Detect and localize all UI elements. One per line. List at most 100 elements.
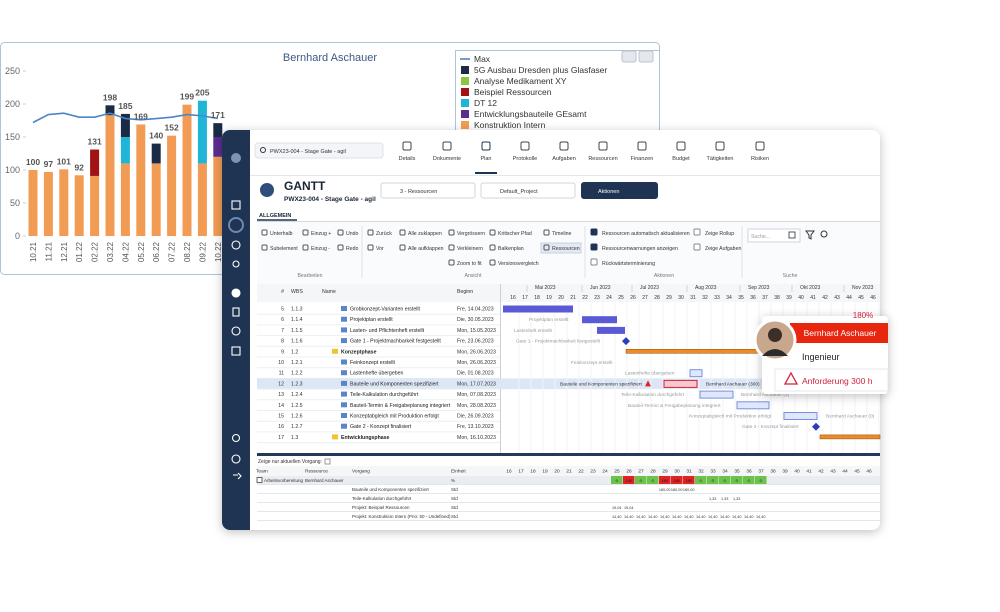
ribbon-item[interactable]: Redo [346, 246, 359, 252]
ribbon-icon[interactable] [302, 229, 309, 236]
ribbon-item[interactable]: Alle aufklappen [408, 246, 444, 252]
ribbon-icon[interactable] [448, 229, 455, 236]
tab-icon[interactable] [520, 141, 530, 151]
tab-icon[interactable] [481, 141, 491, 151]
ribbon-item[interactable]: Kritischer Pfad [498, 231, 532, 237]
tab-icon[interactable] [637, 141, 647, 151]
popup-warning-box [774, 368, 889, 392]
cell-date: Mon, 17.07.2023 [457, 381, 496, 387]
tab[interactable]: Ressourcen [588, 156, 617, 162]
search-icon[interactable] [820, 230, 828, 238]
ribbon-icon[interactable] [399, 229, 406, 236]
ribbon-icon[interactable] [489, 244, 496, 251]
tab[interactable]: Budget [672, 156, 690, 162]
ribbon-item[interactable]: Undo [346, 231, 359, 237]
download-button[interactable] [638, 50, 654, 63]
ribbon-icon[interactable] [448, 259, 455, 266]
icon-globe[interactable] [231, 240, 241, 250]
ribbon-icon[interactable] [399, 244, 406, 251]
icon-doc[interactable] [232, 307, 240, 317]
tab-icon[interactable] [402, 141, 412, 151]
tab[interactable]: Risiken [751, 156, 769, 162]
icon-dashboard[interactable] [231, 200, 241, 210]
cell-name: Konzeptphase [341, 349, 377, 355]
tab[interactable]: Finanzen [631, 156, 654, 162]
ribbon-item[interactable]: Balkenplan [498, 246, 524, 252]
project-select[interactable] [480, 182, 576, 199]
ribbon-item[interactable]: Timeline [552, 231, 572, 237]
cell-date: Fre, 13.10.2023 [457, 424, 494, 430]
cell-name: Projektplan erstellt [350, 317, 393, 323]
cell-name: Lasten- und Pflichtenheft erstellt [350, 328, 425, 334]
ribbon-item[interactable]: Subelement [270, 246, 298, 252]
summary-bar [819, 434, 881, 440]
ribbon-icon[interactable] [543, 244, 550, 251]
ribbon-icon[interactable] [543, 229, 550, 236]
ribbon-icon[interactable] [261, 244, 268, 251]
ribbon-icon[interactable] [261, 229, 268, 236]
icon-timer[interactable] [231, 326, 241, 336]
tab[interactable]: Dokumente [433, 156, 461, 162]
ribbon-item[interactable]: Einzug - [311, 246, 330, 252]
bar-segment [120, 137, 130, 164]
ribbon-item[interactable]: Verkleinern [457, 246, 483, 252]
search-input[interactable] [747, 228, 801, 243]
group-label: Ansicht [464, 273, 482, 279]
ribbon-item[interactable]: Ressourcen [552, 246, 580, 252]
icon-help[interactable] [231, 454, 241, 464]
actions-button[interactable] [581, 182, 658, 199]
ribbon-item[interactable]: Zurück [376, 231, 392, 237]
ribbon-item[interactable]: Versionsvergleich [498, 261, 539, 267]
checkbox[interactable] [590, 243, 598, 251]
ribbon-item[interactable]: Zoom to fit [457, 261, 482, 267]
ribbon-icon[interactable] [302, 244, 309, 251]
ribbon-icon[interactable] [337, 229, 344, 236]
filter-icon[interactable] [805, 230, 815, 240]
tab[interactable]: Protokolle [513, 156, 537, 162]
expand-icon[interactable] [256, 477, 263, 483]
view-select[interactable] [380, 182, 476, 199]
ribbon-item[interactable]: Vergrössern [457, 231, 485, 237]
filter-checkbox[interactable] [324, 458, 331, 465]
ribbon-icon[interactable] [448, 244, 455, 251]
load-cell [647, 476, 659, 484]
ribbon-icon[interactable] [337, 244, 344, 251]
ribbon-icon[interactable] [367, 229, 374, 236]
ribbon-item[interactable]: Einzug + [311, 231, 331, 237]
search-box[interactable] [254, 142, 384, 159]
ribbon-item[interactable]: Alle zuklappen [408, 231, 442, 237]
tab-icon[interactable] [598, 141, 608, 151]
load-unit: Std [451, 505, 458, 510]
tab[interactable]: Tätigkeiten [707, 156, 734, 162]
ribbon-item[interactable]: Unterhalb [270, 231, 293, 237]
tab[interactable]: Aufgaben [552, 156, 576, 162]
clear-icon[interactable] [788, 231, 796, 239]
icon-settings[interactable] [231, 433, 241, 443]
icon-active[interactable] [228, 217, 244, 233]
month-label: Okt 2023 [800, 285, 821, 291]
icon-clock[interactable] [231, 288, 241, 298]
tab-icon[interactable] [755, 141, 765, 151]
load-column: Team [256, 469, 268, 475]
checkbox[interactable] [590, 228, 598, 236]
tab-icon[interactable] [715, 141, 725, 151]
tab-icon[interactable] [559, 141, 569, 151]
ribbon-item[interactable]: Vor [376, 246, 384, 252]
ribbon-icon[interactable] [489, 259, 496, 266]
tab[interactable]: Plan [480, 156, 491, 162]
tab[interactable]: Details [399, 156, 416, 162]
icon-calendar[interactable] [231, 346, 241, 356]
bar-label: Lastenhefte übergeben [625, 371, 675, 377]
cell-wbs: 1.1.5 [291, 328, 303, 334]
checkbox[interactable] [693, 228, 701, 236]
icon-users[interactable] [232, 260, 240, 268]
print-button[interactable] [621, 50, 637, 63]
task-bar [597, 326, 625, 334]
tab-icon[interactable] [442, 141, 452, 151]
ribbon-icon[interactable] [367, 244, 374, 251]
icon-logout[interactable] [233, 472, 242, 480]
checkbox[interactable] [693, 243, 701, 251]
tab-icon[interactable] [676, 141, 686, 151]
ribbon-icon[interactable] [489, 229, 496, 236]
checkbox[interactable] [590, 258, 598, 266]
